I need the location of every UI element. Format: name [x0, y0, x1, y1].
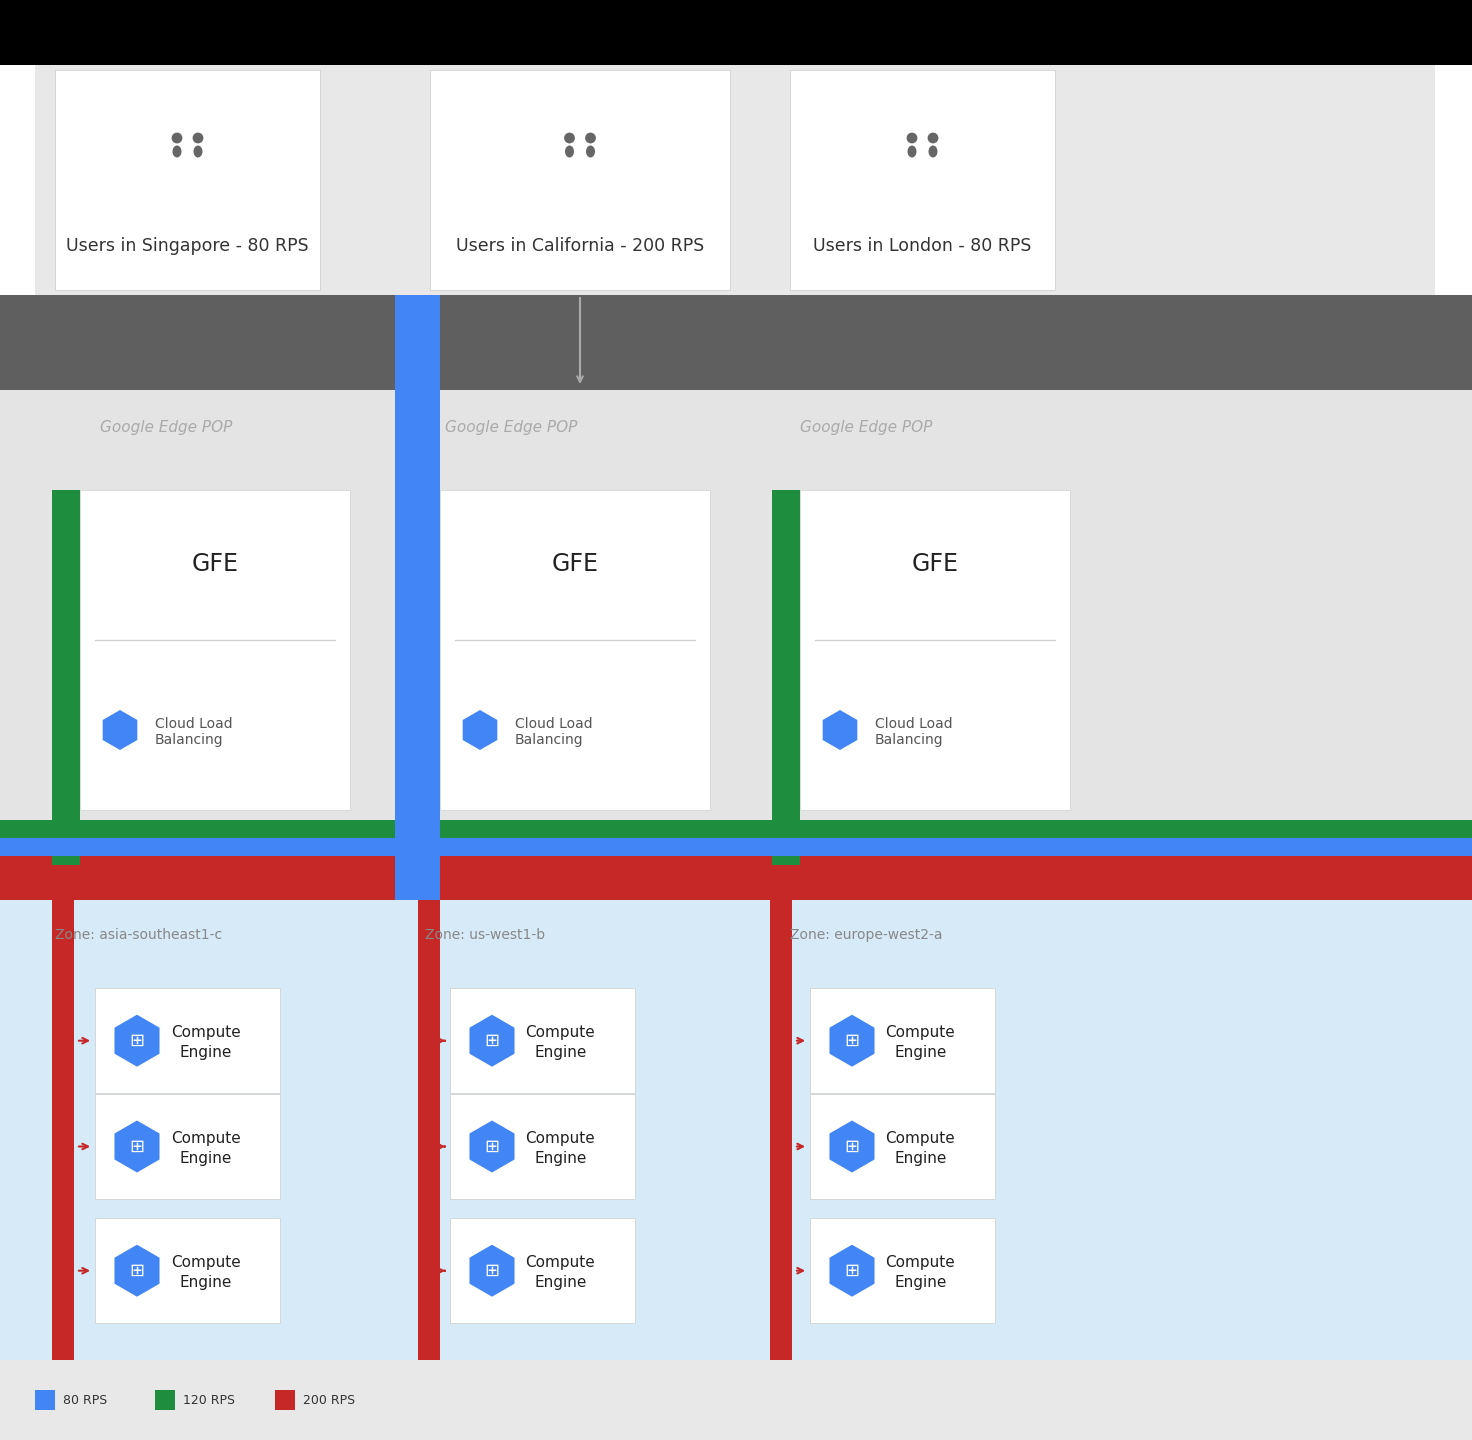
Text: GFE: GFE [191, 552, 238, 576]
Text: Users in California - 200 RPS: Users in California - 200 RPS [456, 238, 704, 255]
Text: 120 RPS: 120 RPS [183, 1394, 236, 1407]
Text: Zone: us-west1-b: Zone: us-west1-b [425, 927, 545, 942]
Text: ⊞: ⊞ [845, 1261, 860, 1280]
Bar [450, 1218, 634, 1323]
Bar [0, 819, 1472, 838]
Bar [394, 295, 440, 900]
Text: ⊞: ⊞ [130, 1138, 144, 1155]
Circle shape [193, 132, 203, 144]
Bar [0, 1359, 1472, 1440]
Circle shape [927, 132, 939, 144]
Bar [771, 490, 799, 865]
Text: Compute: Compute [171, 1025, 240, 1040]
Text: Engine: Engine [534, 1151, 587, 1166]
Bar [450, 1094, 634, 1200]
Bar [52, 490, 79, 865]
Ellipse shape [172, 145, 181, 157]
Bar [0, 900, 1472, 1359]
Bar [770, 900, 792, 1359]
Bar [79, 490, 350, 809]
Bar [0, 0, 1472, 65]
Text: Zone: europe-west2-a: Zone: europe-west2-a [790, 927, 942, 942]
Text: Cloud Load: Cloud Load [155, 717, 233, 732]
Circle shape [564, 132, 576, 144]
Bar [275, 1390, 294, 1410]
Bar [0, 295, 1472, 390]
Bar [96, 1218, 280, 1323]
Bar [0, 390, 1472, 819]
Text: ⊞: ⊞ [484, 1261, 499, 1280]
Bar [35, 65, 1435, 295]
Text: Engine: Engine [180, 1045, 231, 1060]
Ellipse shape [586, 145, 595, 157]
Bar [54, 71, 319, 289]
Text: Balancing: Balancing [515, 733, 583, 747]
Text: Compute: Compute [526, 1256, 595, 1270]
Text: Engine: Engine [534, 1045, 587, 1060]
Circle shape [172, 132, 183, 144]
Text: Compute: Compute [886, 1256, 955, 1270]
Bar [418, 900, 440, 1359]
Bar [96, 988, 280, 1093]
Text: Balancing: Balancing [155, 733, 224, 747]
Text: GFE: GFE [911, 552, 958, 576]
Bar [0, 855, 1472, 900]
Bar [810, 988, 995, 1093]
Text: 200 RPS: 200 RPS [303, 1394, 355, 1407]
Text: GFE: GFE [552, 552, 599, 576]
Bar [35, 1390, 54, 1410]
Bar [799, 490, 1070, 809]
Text: Engine: Engine [180, 1151, 231, 1166]
Ellipse shape [908, 145, 917, 157]
Bar [810, 1094, 995, 1200]
Bar [155, 1390, 175, 1410]
Bar [52, 900, 74, 1359]
Bar [430, 71, 730, 289]
Bar [96, 1094, 280, 1200]
Bar [440, 490, 710, 809]
Text: Compute: Compute [171, 1130, 240, 1146]
Text: Engine: Engine [895, 1045, 946, 1060]
Bar [790, 71, 1055, 289]
Text: Users in Singapore - 80 RPS: Users in Singapore - 80 RPS [66, 238, 309, 255]
Text: Google Edge POP: Google Edge POP [445, 420, 577, 435]
Text: ⊞: ⊞ [845, 1031, 860, 1050]
Bar [810, 1218, 995, 1323]
Circle shape [907, 132, 917, 144]
Ellipse shape [193, 145, 203, 157]
Text: ⊞: ⊞ [845, 1138, 860, 1155]
Text: ⊞: ⊞ [484, 1031, 499, 1050]
Text: Google Edge POP: Google Edge POP [100, 420, 233, 435]
Text: Engine: Engine [895, 1151, 946, 1166]
Text: Compute: Compute [886, 1025, 955, 1040]
Text: Engine: Engine [534, 1276, 587, 1290]
Text: Compute: Compute [886, 1130, 955, 1146]
Text: Cloud Load: Cloud Load [515, 717, 593, 732]
Text: Compute: Compute [526, 1025, 595, 1040]
Text: Compute: Compute [171, 1256, 240, 1270]
Bar [450, 988, 634, 1093]
Text: Balancing: Balancing [874, 733, 944, 747]
Text: Cloud Load: Cloud Load [874, 717, 952, 732]
Text: Google Edge POP: Google Edge POP [799, 420, 932, 435]
Ellipse shape [565, 145, 574, 157]
Text: 80 RPS: 80 RPS [63, 1394, 107, 1407]
Circle shape [584, 132, 596, 144]
Text: Engine: Engine [895, 1276, 946, 1290]
Ellipse shape [929, 145, 938, 157]
Text: ⊞: ⊞ [484, 1138, 499, 1155]
Text: Compute: Compute [526, 1130, 595, 1146]
Text: Users in London - 80 RPS: Users in London - 80 RPS [814, 238, 1032, 255]
Text: ⊞: ⊞ [130, 1261, 144, 1280]
Text: Engine: Engine [180, 1276, 231, 1290]
Text: Zone: asia-southeast1-c: Zone: asia-southeast1-c [54, 927, 222, 942]
Text: ⊞: ⊞ [130, 1031, 144, 1050]
Bar [0, 838, 1472, 855]
Bar [394, 490, 440, 865]
